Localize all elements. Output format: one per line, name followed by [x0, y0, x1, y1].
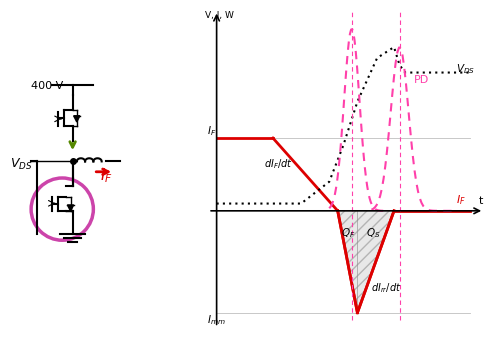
Text: V, I, W: V, I, W	[206, 11, 234, 20]
Text: $Q_S$: $Q_S$	[366, 226, 380, 240]
Polygon shape	[74, 116, 80, 122]
Text: $V_{DS}$: $V_{DS}$	[10, 157, 33, 172]
Polygon shape	[338, 211, 357, 313]
Text: $V_{DS}$: $V_{DS}$	[456, 63, 475, 76]
Text: $dI_{rr} / dt$: $dI_{rr} / dt$	[371, 281, 402, 295]
Text: $Q_F$: $Q_F$	[340, 226, 355, 240]
Text: 400 V: 400 V	[31, 81, 63, 91]
Text: PD: PD	[413, 75, 429, 85]
Text: $I_F$: $I_F$	[207, 124, 216, 138]
Text: t: t	[479, 195, 483, 205]
Text: $I_F$: $I_F$	[456, 194, 466, 207]
Text: $I_F$: $I_F$	[100, 166, 112, 185]
Text: $I_{mm}$: $I_{mm}$	[207, 314, 225, 328]
Polygon shape	[67, 205, 74, 211]
Text: $dI_F / dt$: $dI_F / dt$	[264, 157, 293, 171]
Polygon shape	[357, 211, 394, 313]
